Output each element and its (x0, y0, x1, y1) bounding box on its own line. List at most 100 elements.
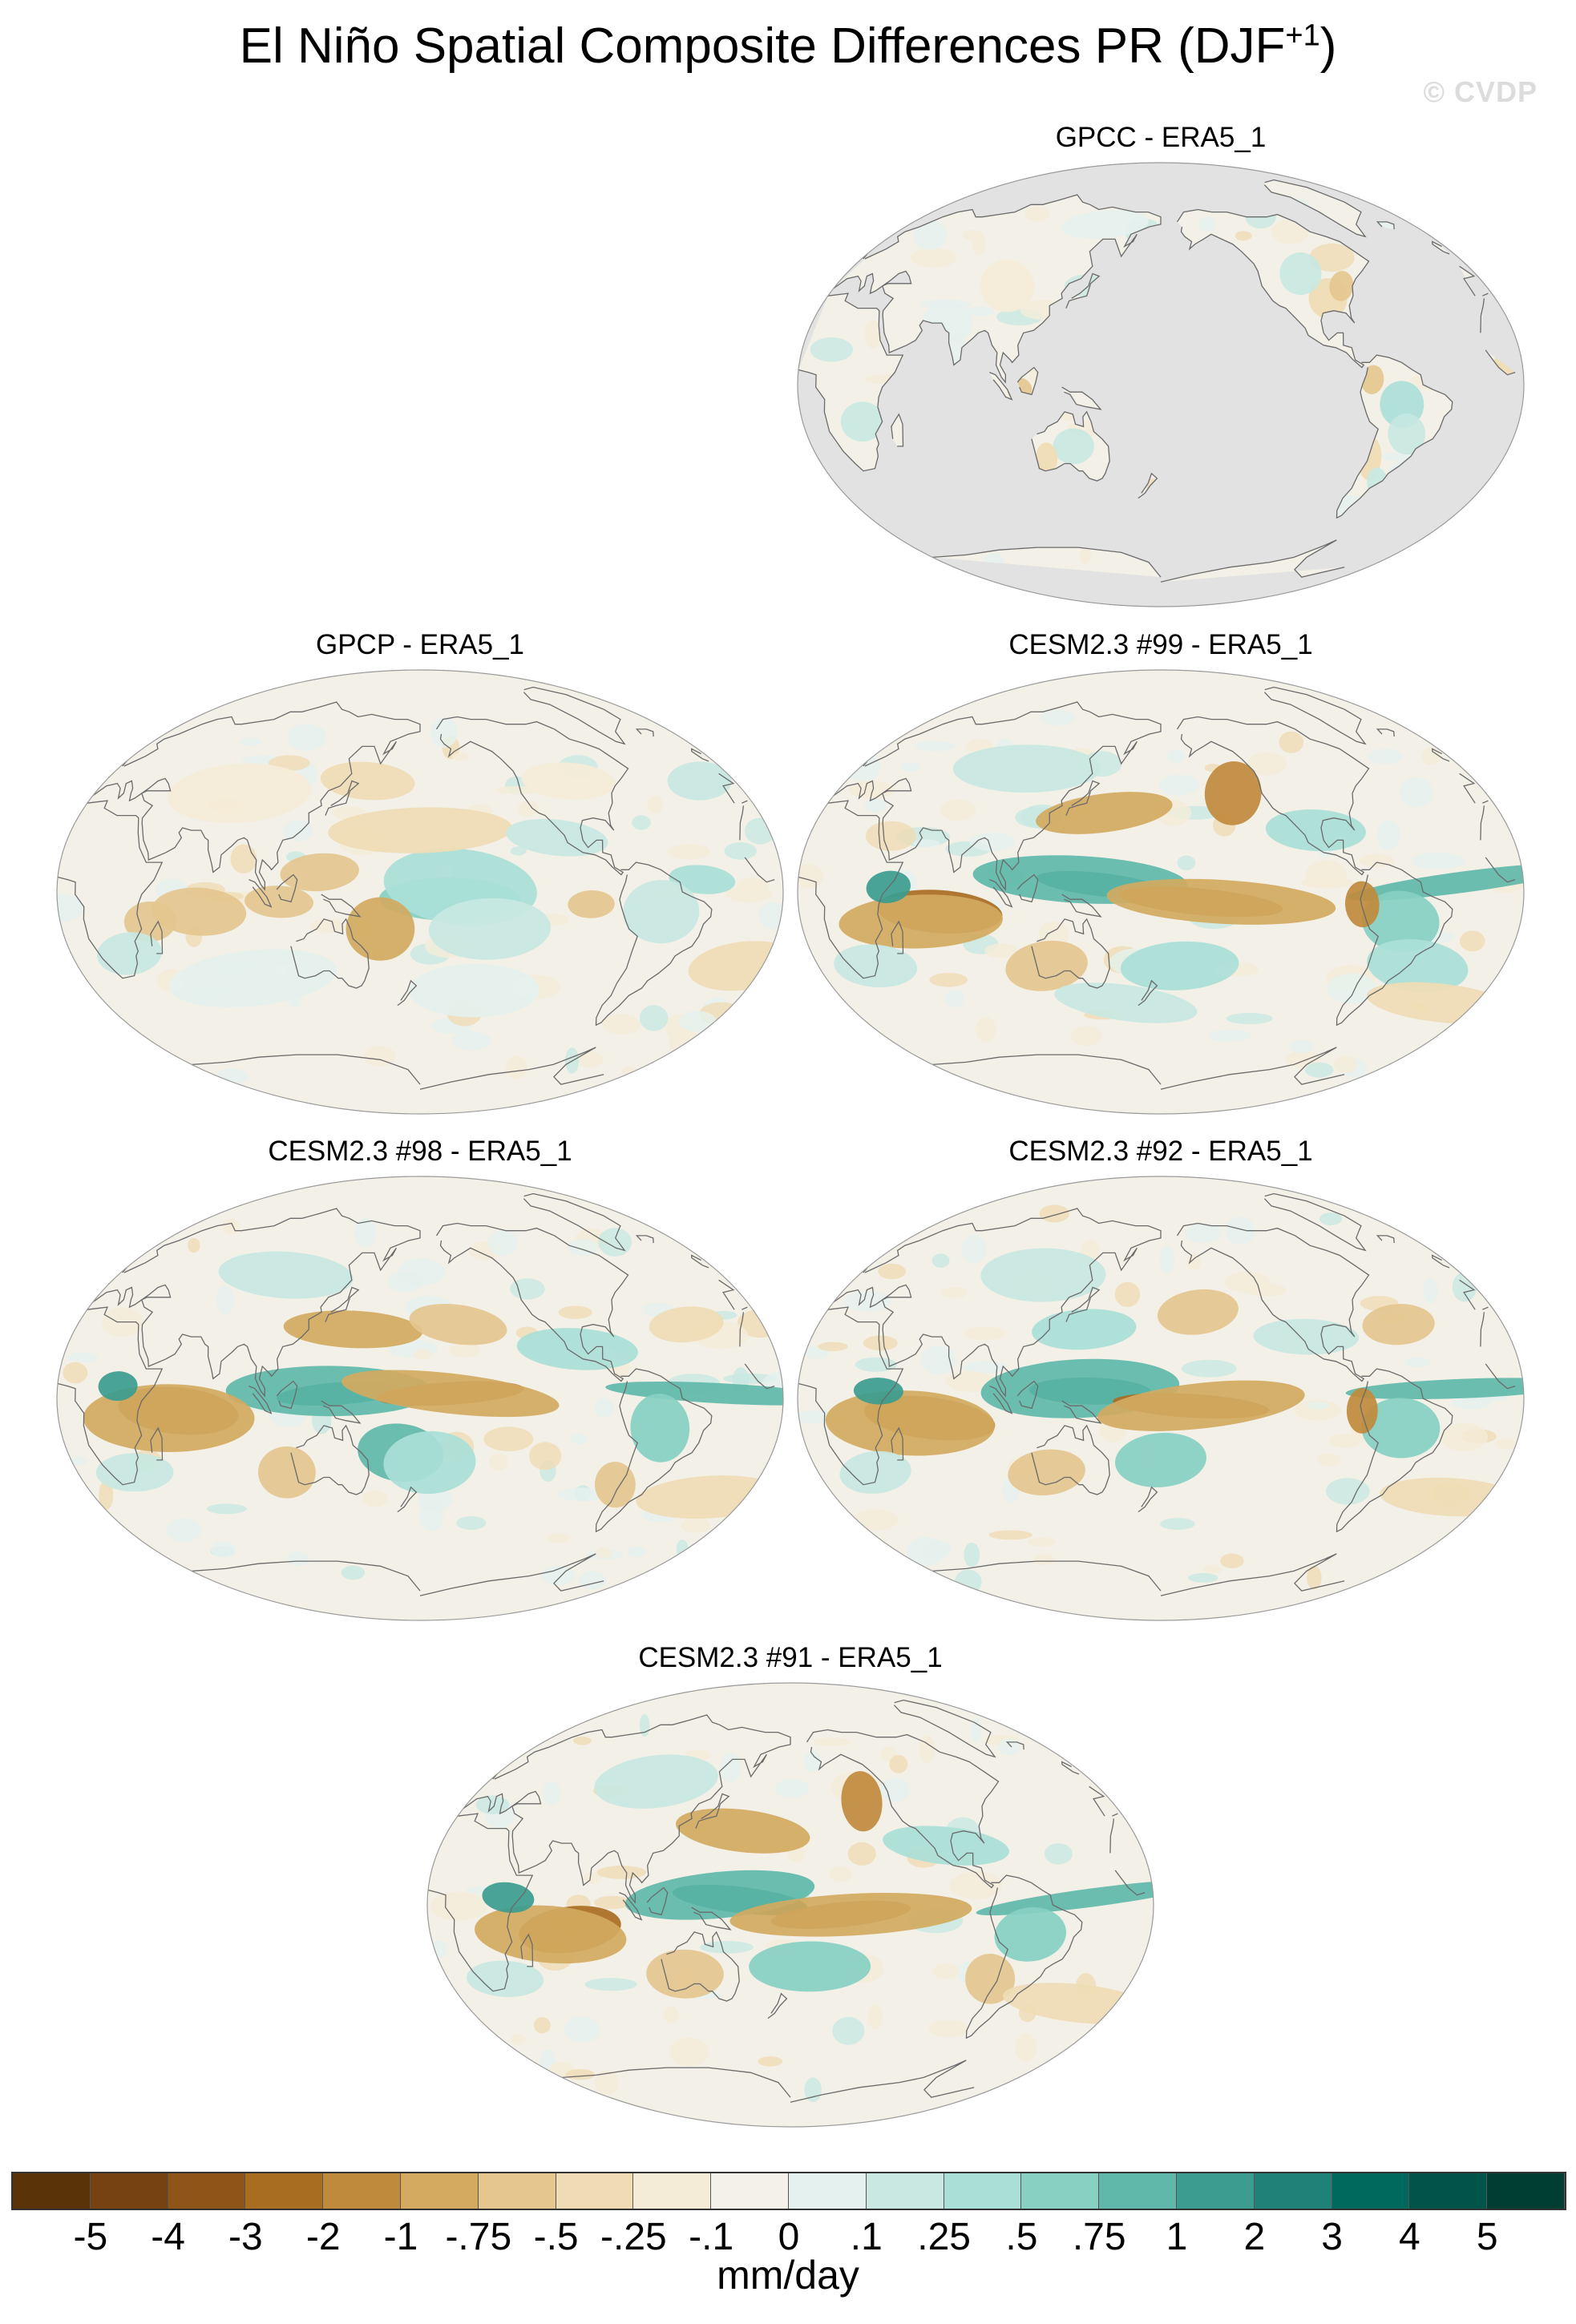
anomaly-patch (1346, 1388, 1378, 1434)
coastline-borneo (1016, 1380, 1039, 1410)
anomaly-patch (1423, 1278, 1438, 1304)
anomaly-patch (855, 1357, 897, 1372)
anomaly-patch (362, 1490, 388, 1507)
anomaly-patch (1399, 777, 1433, 808)
coastline-greenland (1263, 1192, 1367, 1252)
colorbar-swatch (944, 2173, 1022, 2209)
panel-title: CESM2.3 #98 - ERA5_1 (268, 1136, 572, 1167)
anomaly-patch (1304, 1062, 1334, 1078)
map-panel-gpcc: GPCC - ERA5_1 (795, 120, 1526, 617)
coastline-madagascar (150, 1426, 164, 1461)
anomaly-patch (1361, 1398, 1441, 1459)
anomaly-patch (287, 724, 327, 751)
anomaly-patch (825, 1390, 995, 1456)
anomaly-patch (596, 1866, 647, 1879)
anomaly-patch (605, 1381, 783, 1406)
anomaly-patch (647, 796, 664, 814)
coastline-northamerica (1176, 208, 1370, 369)
colorbar-swatch (1254, 2173, 1332, 2209)
anomaly-patch (1220, 1553, 1244, 1568)
map-gpcp (56, 669, 784, 1115)
anomaly-patch (451, 1031, 491, 1051)
anomaly-patch (971, 1717, 982, 1743)
coastlines (798, 1192, 1516, 1596)
coastline-greenland (523, 1192, 626, 1252)
anomaly-patch (1344, 881, 1380, 928)
anomaly-patch (969, 833, 1016, 851)
anomaly-patch (1327, 973, 1376, 1004)
coastline-newguinea (1061, 1400, 1102, 1424)
coastline-eurasia (833, 701, 1489, 891)
coastline-africa (57, 1306, 775, 1486)
colorbar-tick-label: -1 (383, 2216, 418, 2258)
coastline-borneo (1016, 874, 1039, 903)
coastline-japan (1065, 272, 1101, 309)
anomaly-patch (646, 1949, 724, 1999)
anomaly-patch (1036, 792, 1173, 834)
anomaly-patch (1015, 2033, 1037, 2062)
coastline-sumatra (619, 1892, 643, 1921)
anomaly-patch (945, 990, 965, 1008)
colorbar-tick-label: -.25 (600, 2216, 667, 2258)
anomaly-patch (834, 944, 917, 988)
coastline-japan (1065, 780, 1101, 816)
anomaly-patch (1460, 930, 1485, 952)
anomaly-patch (1120, 941, 1239, 991)
anomaly-patch (456, 1516, 487, 1530)
anomaly-patch (1271, 219, 1309, 244)
colorbar: -5 -4 -3 -2 -1 -.75 -.5 -.25 -.1 0 .1 .25 .5 .75 1 2 3 4 5 (11, 2172, 1566, 2257)
colorbar-tick-label: 3 (1321, 2216, 1343, 2258)
anomaly-patch (168, 763, 311, 824)
anomaly-patch (965, 306, 995, 317)
anomaly-patch (83, 1384, 255, 1453)
anomaly-patch (1061, 210, 1149, 239)
colorbar-swatch (556, 2173, 634, 2209)
anomaly-patch (417, 1488, 453, 1511)
coastline-madagascar (891, 413, 904, 447)
colorbar-swatches (11, 2172, 1566, 2210)
anomaly-patch (1253, 1318, 1360, 1355)
coastline-sumatra (989, 879, 1013, 908)
anomaly-patch (812, 1737, 852, 1747)
anomaly-patch (729, 1892, 972, 1937)
anomaly-patch (168, 949, 337, 1008)
anomaly-patch (244, 886, 313, 918)
coastline-greenland (1263, 179, 1367, 238)
anomaly-patch (449, 1342, 480, 1358)
anomaly-patch (568, 890, 615, 918)
panel-title: CESM2.3 #91 - ERA5_1 (638, 1642, 943, 1673)
coastline-eurasia (92, 1208, 748, 1398)
coastline-iceland (1376, 1235, 1395, 1244)
map-cesm-92 (797, 1176, 1525, 1621)
anomaly-patch (864, 798, 887, 813)
coastlines (427, 1699, 1146, 2103)
anomaly-patch (1044, 1843, 1073, 1865)
coastline-iceland (1376, 728, 1395, 737)
anomaly-patch (847, 1842, 876, 1866)
anomaly-patch (1204, 761, 1262, 825)
coastline-borneo (276, 874, 298, 903)
coastline-australia (290, 1424, 370, 1495)
coastline-northamerica (1176, 1222, 1370, 1382)
anomaly-patch (346, 897, 415, 961)
anomaly-patch (1235, 231, 1252, 241)
coastline-madagascar (520, 1933, 534, 1967)
anomaly-patch (1158, 774, 1199, 796)
anomaly-patch (940, 799, 976, 821)
anomaly-patch (839, 1450, 911, 1494)
anomaly-patch (1159, 1245, 1175, 1274)
colorbar-tick-label: -2 (305, 2216, 341, 2258)
anomaly-patch (67, 1352, 99, 1363)
anomaly-patch (413, 1349, 433, 1359)
map-border (797, 162, 1525, 607)
anomaly-patch (1039, 1204, 1069, 1223)
anomaly-patch (1451, 1396, 1492, 1410)
map-panel-cesm-98: CESM2.3 #98 - ERA5_1 (55, 1134, 786, 1631)
colorbar-swatch (1021, 2173, 1100, 2209)
anomaly-patch (510, 846, 527, 856)
anomaly-patch (961, 1235, 987, 1264)
anomaly-patch (810, 337, 853, 362)
anomaly-patch (1362, 1304, 1435, 1346)
anomaly-patch (230, 844, 257, 874)
anomaly-patch (511, 2034, 526, 2045)
